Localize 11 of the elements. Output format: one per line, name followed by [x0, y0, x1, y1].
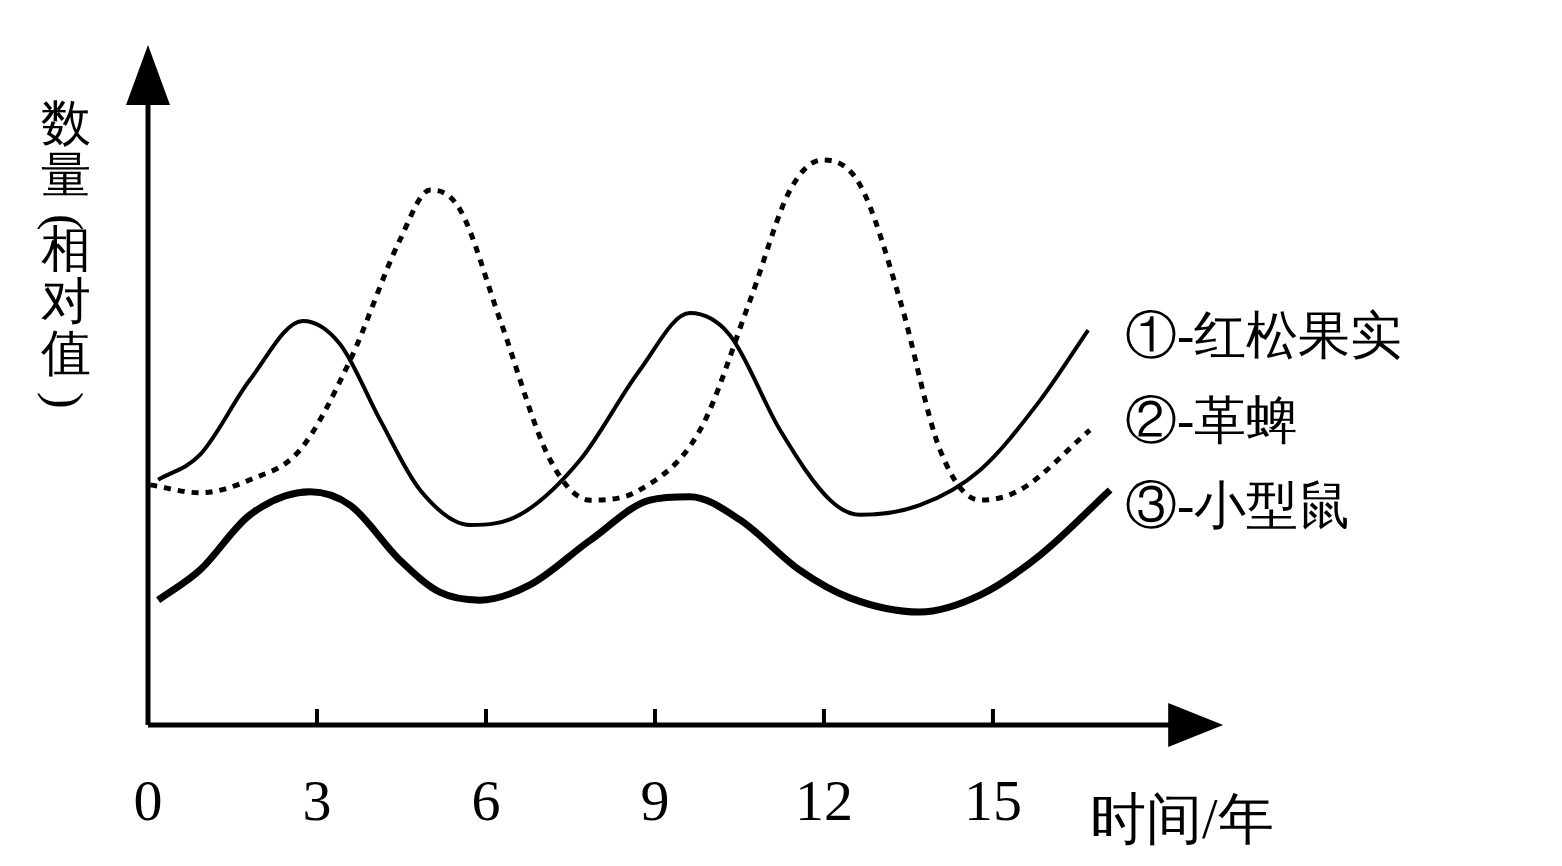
x-tick-label: 6: [471, 768, 501, 833]
x-tick-label: 15: [963, 768, 1022, 833]
x-tick-label: 3: [302, 768, 332, 833]
y-axis-title: 数量(相对值): [36, 95, 93, 409]
x-tick-label: 0: [133, 768, 163, 833]
x-tick-label: 12: [794, 768, 853, 833]
series-label: ②-革蜱: [1125, 392, 1299, 450]
series-label: ①-红松果实: [1125, 307, 1403, 365]
series-label: ③-小型鼠: [1125, 476, 1351, 534]
x-axis-title: 时间/年: [1090, 788, 1274, 850]
x-tick-label: 9: [640, 768, 670, 833]
